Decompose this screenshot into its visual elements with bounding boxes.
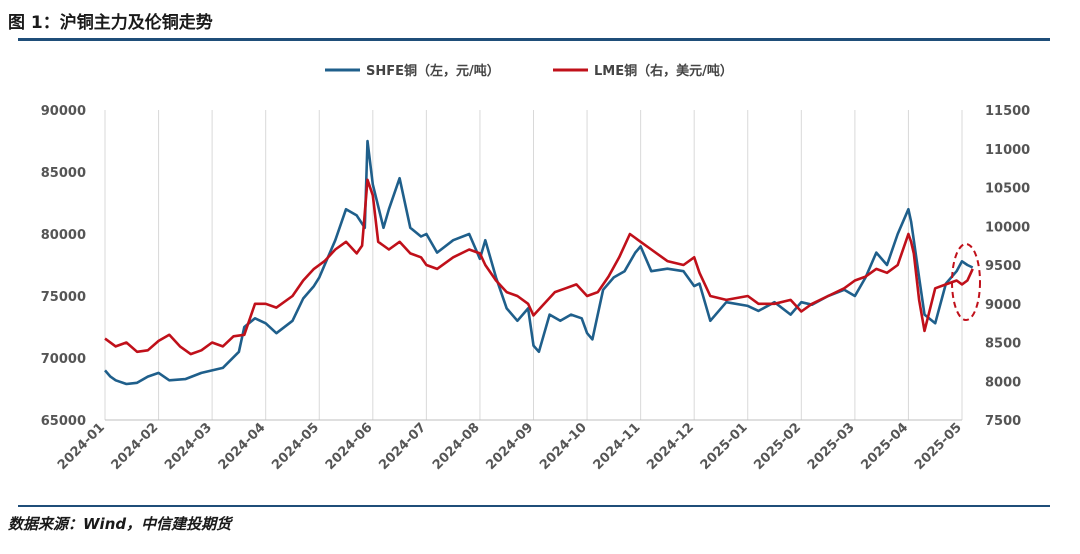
x-axis-ticks: 2024-01 2024-02 2024-03 2024-04 2024-05 2024-…	[55, 420, 965, 473]
x-tick-label: 2024-05	[269, 420, 322, 473]
left-tick-label: 65000	[41, 414, 86, 429]
legend-lme-label: LME铜（右，美元/吨）	[594, 63, 733, 79]
x-tick-label: 2024-03	[162, 420, 215, 473]
x-tick-label: 2024-12	[644, 420, 697, 473]
right-tick-label: 11000	[985, 143, 1030, 158]
right-tick-label: 8000	[985, 375, 1021, 390]
x-tick-label: 2024-09	[484, 420, 537, 473]
left-tick-label: 80000	[41, 228, 86, 243]
left-tick-label: 75000	[41, 290, 86, 305]
lme-line	[104, 178, 974, 356]
right-axis-ticks: 7500 8000 8500 9000 9500 10000 10500 11000 11500	[985, 104, 1030, 429]
right-tick-label: 9000	[985, 298, 1021, 313]
series-lines	[104, 139, 974, 386]
x-tick-label: 2025-01	[698, 420, 751, 473]
left-axis-ticks: 65000 70000 75000 80000 85000 90000	[41, 104, 86, 429]
x-tick-label: 2025-05	[912, 420, 965, 473]
bottom-rule	[18, 505, 1050, 507]
right-tick-label: 10000	[985, 220, 1030, 235]
x-tick-label: 2024-02	[109, 420, 162, 473]
figure-title: 图 1：沪铜主力及伦铜走势	[8, 13, 213, 33]
right-tick-label: 9500	[985, 259, 1021, 274]
gridlines	[104, 110, 963, 420]
legend: SHFE铜（左，元/吨） LME铜（右，美元/吨）	[325, 63, 733, 79]
x-tick-label: 2024-11	[591, 420, 644, 473]
legend-shfe-label: SHFE铜（左，元/吨）	[366, 63, 500, 79]
x-tick-label: 2024-08	[430, 420, 483, 473]
left-tick-label: 90000	[41, 104, 86, 119]
x-tick-label: 2025-02	[751, 420, 804, 473]
x-tick-label: 2024-06	[323, 420, 376, 473]
right-tick-label: 8500	[985, 337, 1021, 352]
shfe-line	[104, 139, 974, 386]
right-tick-label: 7500	[985, 414, 1021, 429]
x-tick-label: 2024-10	[537, 420, 590, 473]
x-tick-label: 2025-04	[858, 420, 911, 473]
source-note: 数据来源：Wind，中信建投期货	[8, 515, 232, 533]
x-tick-label: 2025-03	[805, 420, 858, 473]
right-tick-label: 11500	[985, 104, 1030, 119]
left-tick-label: 85000	[41, 166, 86, 181]
top-rule	[18, 38, 1050, 41]
chart-svg: 65000 70000 75000 80000 85000 90000 7500 8000 8…	[41, 63, 1030, 473]
right-tick-label: 10500	[985, 182, 1030, 197]
x-tick-label: 2024-04	[216, 420, 269, 473]
annotation-ellipse	[951, 243, 981, 321]
left-tick-label: 70000	[41, 352, 86, 367]
x-tick-label: 2024-07	[376, 420, 429, 473]
